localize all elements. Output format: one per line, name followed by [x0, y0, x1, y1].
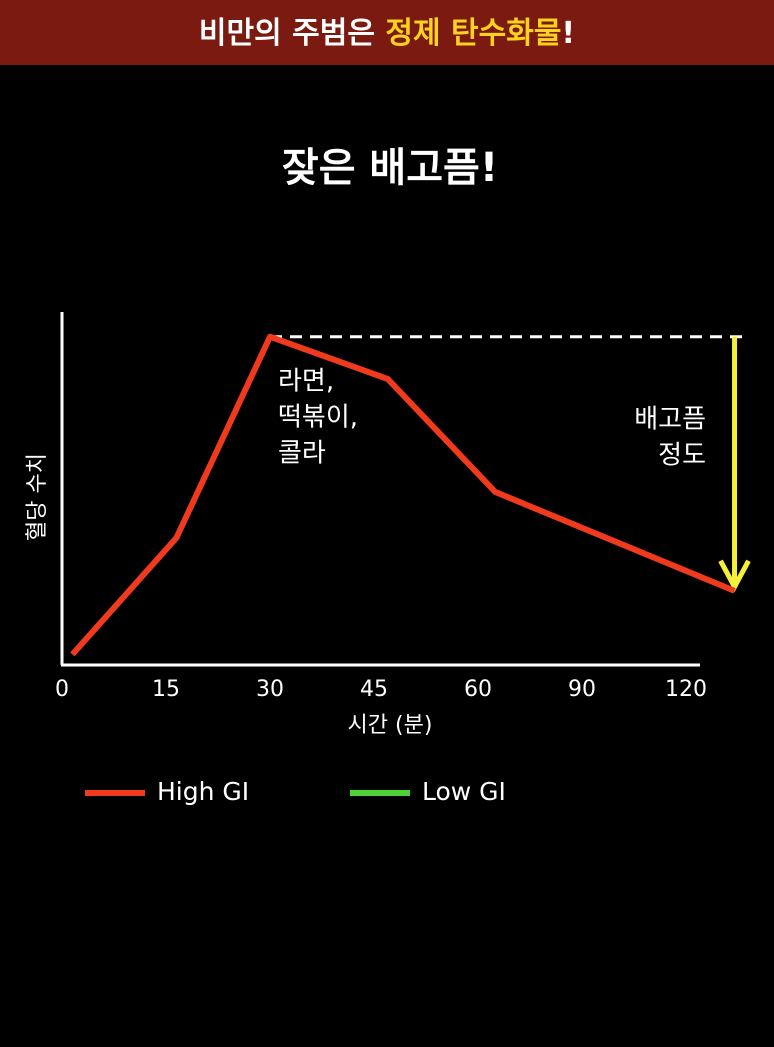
legend-label: Low GI — [422, 777, 506, 806]
annotation: 배고픔 — [634, 405, 706, 435]
chart-title: 잦은 배고픔! — [282, 145, 498, 191]
annotation: 라면, — [278, 367, 334, 397]
x-tick-label: 0 — [55, 677, 69, 702]
arrow-head — [718, 559, 751, 593]
x-axis-label: 시간 (분) — [348, 713, 433, 738]
header-end: ! — [561, 16, 575, 51]
header-text: 비만의 주범은 — [199, 16, 375, 51]
x-tick-label: 45 — [360, 677, 388, 702]
header: 비만의 주범은 정제 탄수화물! — [199, 16, 575, 51]
x-tick-label: 120 — [665, 677, 707, 702]
data-line — [70, 333, 736, 657]
annotation: 정도 — [658, 441, 706, 471]
annotation: 콜라 — [278, 439, 326, 469]
x-tick-label: 90 — [568, 677, 596, 702]
header-highlight: 정제 탄수화물 — [385, 16, 561, 51]
x-tick-label: 60 — [464, 677, 492, 702]
x-tick-label: 30 — [256, 677, 284, 702]
legend-label: High GI — [157, 777, 249, 806]
header-bar — [0, 0, 774, 65]
x-tick-label: 15 — [152, 677, 180, 702]
annotation: 떡볶이, — [278, 403, 358, 433]
y-axis-label: 혈당 수치 — [25, 453, 50, 541]
